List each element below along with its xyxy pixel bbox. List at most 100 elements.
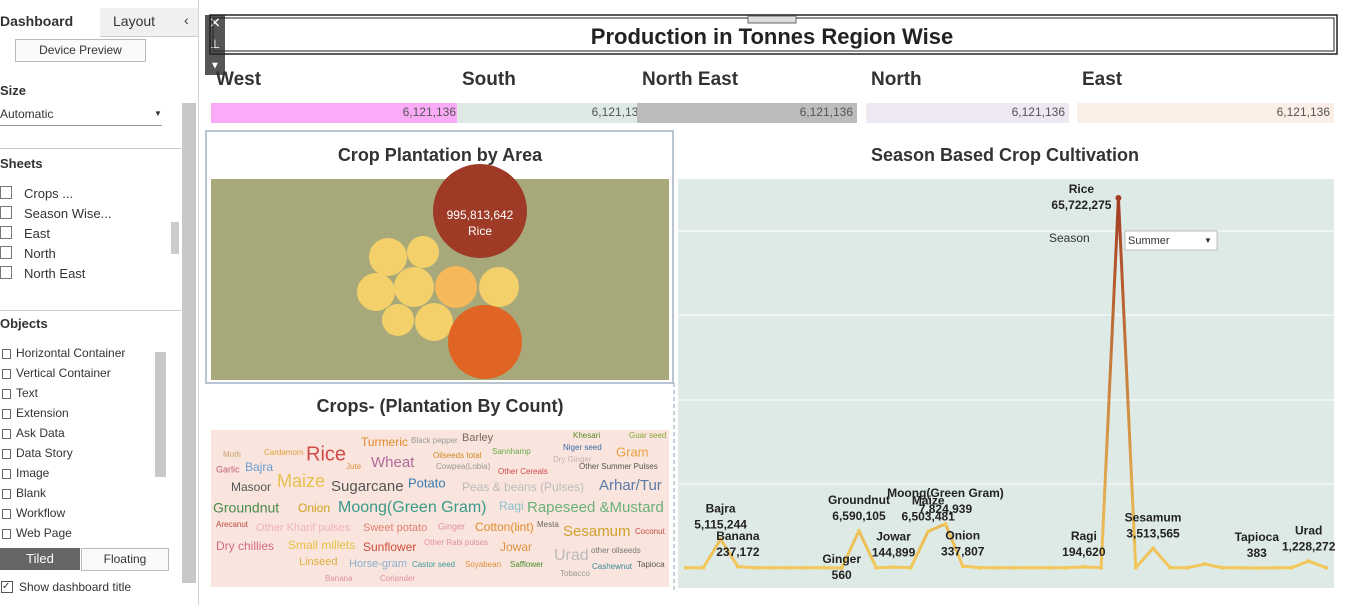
word: Rice bbox=[306, 443, 346, 465]
point bbox=[839, 565, 844, 570]
word: Cardamom bbox=[264, 448, 304, 457]
bubble bbox=[382, 304, 414, 336]
value-label: 5,115,244 bbox=[694, 517, 747, 531]
menu-icon[interactable]: ▼ bbox=[210, 61, 220, 72]
region-value: 6,121,136 bbox=[1277, 105, 1331, 119]
point-label: Sesamum bbox=[1125, 510, 1182, 524]
object-item[interactable]: Image bbox=[16, 466, 50, 480]
word: Moong(Green Gram) bbox=[338, 499, 487, 516]
point bbox=[1151, 546, 1156, 551]
object-item[interactable]: Blank bbox=[16, 486, 47, 500]
point-label: Rice bbox=[1069, 182, 1095, 196]
word: Maize bbox=[277, 471, 325, 491]
point bbox=[1115, 195, 1122, 201]
region-value: 6,121,136 bbox=[403, 105, 457, 119]
divider bbox=[0, 310, 181, 311]
device-preview[interactable]: Device Preview bbox=[15, 39, 146, 62]
sheet-item[interactable]: North East bbox=[24, 266, 86, 281]
bubble-label: Rice bbox=[468, 224, 492, 238]
sheet-item[interactable]: Crops ... bbox=[24, 186, 74, 201]
filter-value[interactable]: Summer bbox=[1128, 235, 1170, 247]
value-label: 6,503,481 bbox=[901, 510, 955, 524]
value-label: 383 bbox=[1247, 546, 1267, 560]
objects-title: Objects bbox=[0, 316, 48, 331]
filter-dropdown[interactable] bbox=[1124, 230, 1218, 251]
point-label: Tapioca bbox=[1235, 530, 1280, 544]
object-item[interactable]: Workflow bbox=[16, 506, 66, 520]
word: Arhar/Tur bbox=[599, 477, 662, 494]
divider bbox=[0, 148, 181, 149]
object-item[interactable]: Extension bbox=[16, 406, 69, 420]
bubble bbox=[394, 267, 434, 307]
word: Sannhamp bbox=[492, 447, 531, 456]
size-value[interactable]: Automatic bbox=[0, 107, 162, 126]
point bbox=[1202, 562, 1207, 567]
collapse[interactable]: ‹ bbox=[184, 12, 189, 28]
close-icon[interactable]: ✕ bbox=[209, 15, 221, 31]
word: Sweet potato bbox=[363, 522, 427, 534]
layout-mode[interactable]: Tiled bbox=[0, 548, 80, 570]
bubble bbox=[407, 236, 439, 268]
point bbox=[1047, 565, 1052, 570]
point bbox=[735, 564, 740, 569]
point bbox=[1081, 564, 1086, 569]
object-item[interactable]: Ask Data bbox=[16, 426, 65, 440]
word: Arecanut bbox=[216, 520, 249, 529]
word: Other Rabi pulses bbox=[424, 538, 488, 547]
point-label: Ginger bbox=[822, 552, 861, 566]
grid bbox=[678, 230, 1334, 485]
dropdown-arrow[interactable]: ▼ bbox=[1204, 236, 1212, 245]
sheet-item[interactable]: Season Wise... bbox=[24, 206, 112, 221]
point bbox=[1324, 565, 1328, 570]
word: Wheat bbox=[371, 454, 415, 471]
drag-handle[interactable] bbox=[747, 15, 797, 24]
region-name: West bbox=[216, 69, 262, 90]
sidebar: Dashboard Layout ‹ Device Preview Size Automa… bbox=[0, 0, 199, 605]
word: Moth bbox=[223, 450, 241, 459]
word: Black pepper bbox=[411, 436, 458, 445]
object-item[interactable]: Text bbox=[16, 386, 39, 400]
word: Safflower bbox=[510, 560, 544, 569]
checkbox[interactable]: ✓ bbox=[1, 581, 13, 593]
word: Barley bbox=[462, 432, 494, 444]
word: Dry Ginger bbox=[553, 455, 592, 464]
point bbox=[943, 521, 948, 526]
sheet-icon bbox=[0, 186, 12, 199]
point-label: Groundnut bbox=[828, 493, 890, 507]
pin-icon[interactable]: ⊥ bbox=[210, 37, 220, 51]
area-panel-border bbox=[205, 130, 674, 384]
bubbles bbox=[357, 236, 522, 379]
object-item[interactable]: Vertical Container bbox=[16, 366, 111, 380]
sheet-item[interactable]: North bbox=[24, 246, 56, 261]
word: Potato bbox=[408, 475, 446, 490]
word: Sunflower bbox=[363, 540, 416, 554]
word: Masoor bbox=[231, 480, 271, 494]
line bbox=[686, 196, 1327, 570]
object-item[interactable]: Data Story bbox=[16, 446, 73, 460]
point bbox=[908, 565, 913, 570]
object-icon bbox=[2, 389, 11, 399]
word: Urad bbox=[554, 547, 589, 564]
region-name: North East bbox=[642, 69, 739, 90]
point bbox=[805, 565, 810, 570]
tab[interactable]: Dashboard bbox=[0, 13, 74, 29]
point bbox=[926, 529, 931, 534]
show-title[interactable]: Show dashboard title bbox=[19, 580, 132, 594]
point bbox=[787, 565, 792, 570]
layout-mode[interactable]: Floating bbox=[81, 548, 169, 571]
point bbox=[822, 565, 827, 570]
region-name: North bbox=[871, 69, 922, 90]
word: Oilseeds total bbox=[433, 451, 482, 460]
word: Other Summer Pulses bbox=[579, 462, 658, 471]
point-label: Urad bbox=[1295, 523, 1322, 537]
sheet-item[interactable]: East bbox=[24, 226, 51, 241]
bubble bbox=[415, 303, 453, 341]
object-item[interactable]: Horizontal Container bbox=[16, 346, 126, 360]
point bbox=[753, 565, 758, 570]
object-item[interactable]: Web Page bbox=[16, 526, 72, 540]
word: Cotton(lint) bbox=[475, 520, 534, 534]
tab[interactable]: Layout bbox=[113, 13, 156, 29]
point bbox=[874, 565, 879, 570]
bubble bbox=[435, 266, 477, 308]
bubble bbox=[448, 305, 522, 379]
